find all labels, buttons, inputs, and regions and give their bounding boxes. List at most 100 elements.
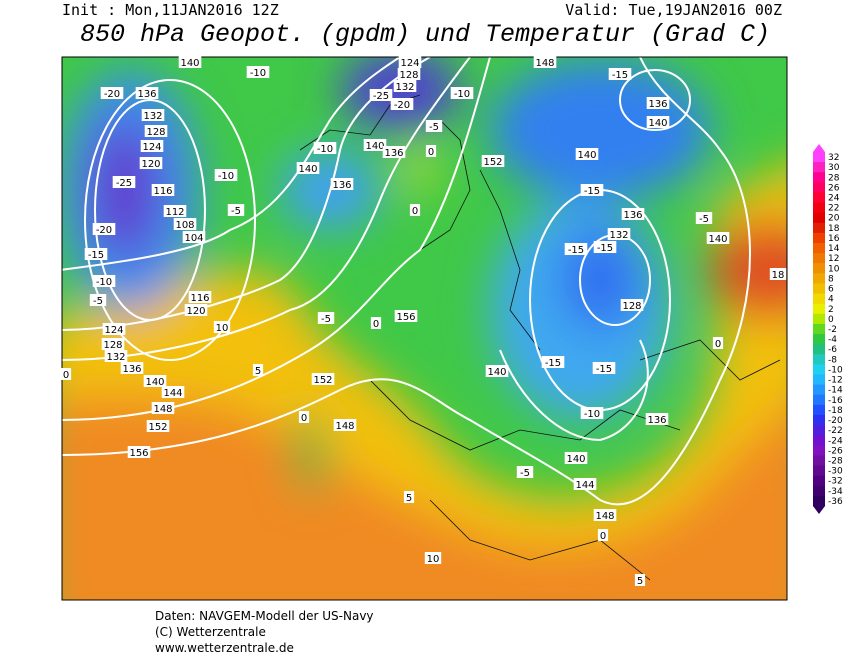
contour-label: 140 <box>298 164 317 175</box>
contour-label-box <box>646 97 670 109</box>
contour-label-box <box>580 184 604 196</box>
contour-label: -15 <box>568 245 584 256</box>
contour-label: 5 <box>637 576 643 587</box>
colorbar-swatch <box>813 334 825 345</box>
contour-label: 136 <box>384 148 403 159</box>
contour-label-box <box>141 109 165 121</box>
contour-label: 144 <box>575 480 594 491</box>
colorbar-swatch <box>813 273 825 284</box>
colorbar-swatch <box>813 384 825 396</box>
contour-label-box <box>712 337 724 349</box>
map-frame <box>61 56 788 601</box>
contour-label-box <box>363 139 387 151</box>
colorbar-swatch <box>813 435 825 446</box>
contour-label: 136 <box>647 415 666 426</box>
colorbar-label: -26 <box>828 446 843 456</box>
contour-label: 128 <box>622 301 641 312</box>
colorbar-swatch <box>813 404 825 416</box>
colorbar-label: 0 <box>828 315 834 325</box>
contour-label-box <box>214 169 238 181</box>
contour-label: -15 <box>545 358 561 369</box>
contour-label: 140 <box>708 234 727 245</box>
colorbar-label: -30 <box>828 467 843 477</box>
map-title: 850 hPa Geopot. (gpdm) und Temperatur (G… <box>80 20 770 49</box>
contour-label: 120 <box>141 159 160 170</box>
colorbar-label: -20 <box>828 416 843 426</box>
contour-label-box <box>173 218 197 230</box>
contour-label: 132 <box>106 352 125 363</box>
contour-label-box <box>317 312 335 324</box>
contour-label: -25 <box>373 91 389 102</box>
colorbar-label: 18 <box>828 224 840 234</box>
contour-label: 10 <box>427 554 440 565</box>
contour-label-box <box>564 243 588 255</box>
colorbar-label: 10 <box>828 264 840 274</box>
contour-label: 152 <box>313 375 332 386</box>
contour-label: 120 <box>186 306 205 317</box>
contour-label: -15 <box>597 243 613 254</box>
contour-label: -25 <box>116 178 132 189</box>
contour-label-box <box>246 66 270 78</box>
contour-label-box <box>135 87 159 99</box>
contour-label: 156 <box>129 448 148 459</box>
contour-label-box <box>252 364 264 376</box>
contour-label-box <box>398 56 422 68</box>
contour-label: 148 <box>335 421 354 432</box>
contour-label: 152 <box>148 422 167 433</box>
contour-label-box <box>60 368 72 380</box>
colorbar-label: -12 <box>828 376 843 386</box>
colorbar-swatch <box>813 263 825 274</box>
contour-label: 0 <box>412 206 418 217</box>
contour-label: 104 <box>184 233 203 244</box>
contour-label-box <box>188 291 212 303</box>
contour-label-box <box>298 411 310 423</box>
contour-label-box <box>425 120 443 132</box>
colorbar-swatch <box>813 425 825 436</box>
contour-label-box <box>425 145 437 157</box>
contour-label-box <box>127 446 151 458</box>
colorbar-label: 16 <box>828 234 840 244</box>
contour-label: 112 <box>165 207 184 218</box>
contour-label-box <box>403 491 415 503</box>
contour-label: 0 <box>63 370 69 381</box>
colorbar-label: -28 <box>828 456 843 466</box>
contour-label-box <box>597 529 609 541</box>
contour-label: 140 <box>577 150 596 161</box>
contour-label: -5 <box>321 314 331 325</box>
contour-label-box <box>104 350 128 362</box>
contour-label: 5 <box>255 366 261 377</box>
contour-label: 140 <box>487 367 506 378</box>
footer-line: www.wetterzentrale.de <box>155 641 294 655</box>
contour-label: -10 <box>250 68 266 79</box>
colorbar-label: -32 <box>828 477 843 487</box>
contour-label-box <box>769 268 787 280</box>
contour-label-box <box>100 87 124 99</box>
contour-label: -20 <box>104 89 120 100</box>
colorbar-label: 6 <box>828 285 834 295</box>
contour-label: 10 <box>216 323 229 334</box>
contour-label-box <box>296 162 320 174</box>
contour-label-box <box>120 362 144 374</box>
contour-label: 148 <box>153 404 172 415</box>
contour-label: -5 <box>699 214 709 225</box>
colorbar-swatch <box>813 465 825 477</box>
colorbar-swatch <box>813 445 825 456</box>
contour-label: 148 <box>535 58 554 69</box>
contour-label-box <box>390 98 414 110</box>
colorbar-label: 4 <box>828 295 834 305</box>
contour-label: 5 <box>406 493 412 504</box>
contour-label: 116 <box>190 293 209 304</box>
contour-label: -10 <box>584 409 600 420</box>
contour-label: 152 <box>483 157 502 168</box>
contour-label-box <box>695 212 713 224</box>
contour-label-box <box>608 68 632 80</box>
contour-label-box <box>620 299 644 311</box>
map <box>62 57 787 600</box>
colorbar-label: -18 <box>828 406 843 416</box>
contour-label: -15 <box>584 186 600 197</box>
contour-label: -10 <box>317 144 333 155</box>
colorbar-swatch <box>813 414 825 426</box>
contour-label-box <box>393 80 417 92</box>
contour-label-box <box>481 155 505 167</box>
colorbar-swatch <box>813 162 825 173</box>
